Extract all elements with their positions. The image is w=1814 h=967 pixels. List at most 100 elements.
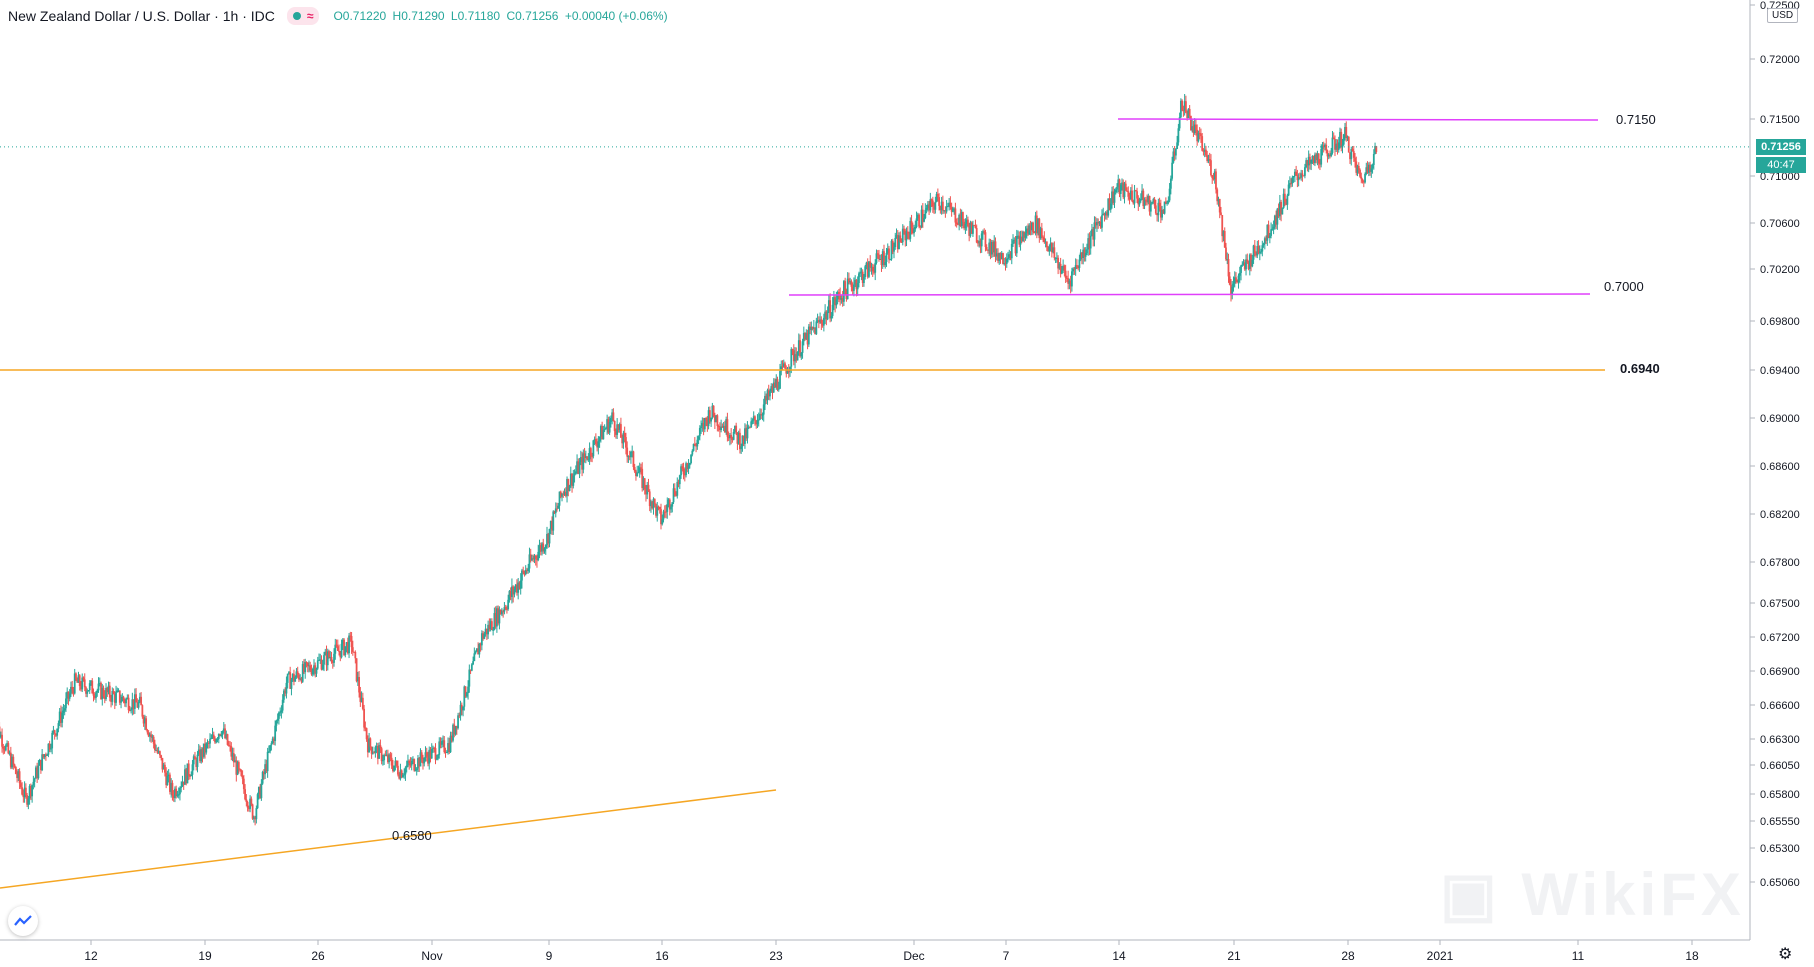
- candle-body: [898, 235, 900, 250]
- candle-body: [470, 664, 473, 671]
- candle-body: [1256, 246, 1259, 256]
- candle-body: [271, 738, 274, 744]
- candle-body: [184, 769, 186, 785]
- candle-body: [569, 473, 572, 486]
- candle-body: [316, 660, 319, 669]
- candle-body: [1083, 249, 1086, 257]
- candle-body: [207, 742, 210, 744]
- candle-body: [529, 554, 532, 561]
- candle-body: [759, 414, 761, 420]
- candle-body: [804, 333, 806, 340]
- candle-body: [1282, 193, 1285, 208]
- symbol-title[interactable]: New Zealand Dollar / U.S. Dollar · 1h · …: [8, 8, 275, 24]
- candle-body: [1043, 237, 1046, 242]
- candle-body: [1099, 221, 1102, 228]
- candle-body: [1359, 169, 1361, 177]
- candle-body: [607, 419, 610, 433]
- candle-body: [343, 639, 345, 656]
- candle-body: [234, 760, 236, 763]
- candle-body: [871, 266, 874, 272]
- candle-body: [735, 425, 738, 433]
- support-line-mid[interactable]: [788, 293, 1591, 296]
- tradingview-logo-button[interactable]: [8, 906, 38, 936]
- candle-body: [78, 675, 81, 687]
- candle-body: [281, 699, 284, 711]
- candle-body: [534, 555, 537, 559]
- candle-body: [329, 656, 332, 658]
- candle-body: [229, 745, 231, 747]
- candle-body: [876, 253, 879, 255]
- y-tick-label: 0.67500: [1760, 598, 1800, 610]
- candle-body: [963, 221, 966, 229]
- settings-gear-icon[interactable]: ⚙: [1778, 946, 1793, 963]
- candle-body: [308, 665, 310, 667]
- candle-body: [447, 743, 449, 753]
- candle-body: [528, 554, 531, 569]
- currency-label[interactable]: USD: [1767, 8, 1799, 23]
- candle-body: [641, 468, 644, 488]
- candle-body: [1342, 134, 1345, 145]
- candle-body: [1032, 222, 1034, 233]
- resistance-line-upper[interactable]: [1117, 118, 1599, 121]
- candle-body: [325, 651, 328, 666]
- candle-body: [929, 199, 932, 211]
- candle-body: [775, 379, 778, 388]
- candle-body: [826, 311, 829, 320]
- candle-body: [539, 545, 542, 552]
- candle-body: [1319, 163, 1321, 165]
- level-label-mid: 0.7000: [1604, 279, 1644, 294]
- candle-body: [285, 682, 288, 694]
- candle-body: [205, 743, 208, 753]
- candle-body: [1132, 200, 1135, 204]
- candle-body: [881, 251, 884, 266]
- candle-body: [562, 493, 565, 495]
- x-tick-label: 11: [1572, 949, 1585, 963]
- candle-body: [444, 752, 447, 754]
- candle-body: [428, 749, 431, 764]
- candle-body: [1208, 159, 1211, 161]
- candle-body: [1072, 268, 1075, 272]
- candle-body: [52, 730, 55, 733]
- candle-body: [574, 471, 577, 474]
- candle-body: [1111, 191, 1113, 204]
- candle-body: [107, 685, 110, 693]
- candle-body: [368, 738, 371, 753]
- candle-body: [658, 507, 661, 510]
- candle-body: [130, 709, 132, 711]
- candle-body: [604, 428, 607, 430]
- candle-body: [140, 696, 143, 706]
- candle-body: [493, 613, 496, 630]
- candle-body: [497, 608, 500, 624]
- candle-body: [252, 817, 255, 819]
- candle-body: [1118, 179, 1121, 194]
- candle-body: [559, 491, 562, 497]
- x-tick-label: Dec: [903, 949, 924, 963]
- candle-body: [1138, 200, 1141, 205]
- candle-body: [1168, 188, 1171, 201]
- candle-body: [915, 218, 918, 227]
- trend-line[interactable]: [0, 789, 777, 889]
- candle-body: [517, 582, 520, 593]
- candle-body: [1017, 235, 1019, 237]
- y-tick-label: 0.66050: [1760, 760, 1800, 772]
- candle-body: [276, 718, 279, 721]
- candle-body: [688, 462, 691, 466]
- candle-body: [424, 752, 427, 758]
- candle-body: [274, 725, 277, 741]
- candle-body: [1237, 275, 1240, 282]
- candle-body: [237, 762, 240, 770]
- candle-body: [354, 652, 357, 659]
- candle-body: [1360, 176, 1363, 180]
- candle-body: [346, 642, 349, 654]
- candle-body: [492, 629, 495, 631]
- candle-body: [402, 775, 404, 778]
- candle-body: [395, 760, 398, 766]
- indicator-badge[interactable]: ≈: [286, 7, 320, 25]
- candle-body: [244, 789, 246, 800]
- candle-body: [227, 744, 230, 746]
- candle-body: [1015, 236, 1018, 254]
- candle-body: [487, 624, 490, 635]
- candle-body: [1326, 150, 1329, 157]
- candle-body: [250, 798, 253, 805]
